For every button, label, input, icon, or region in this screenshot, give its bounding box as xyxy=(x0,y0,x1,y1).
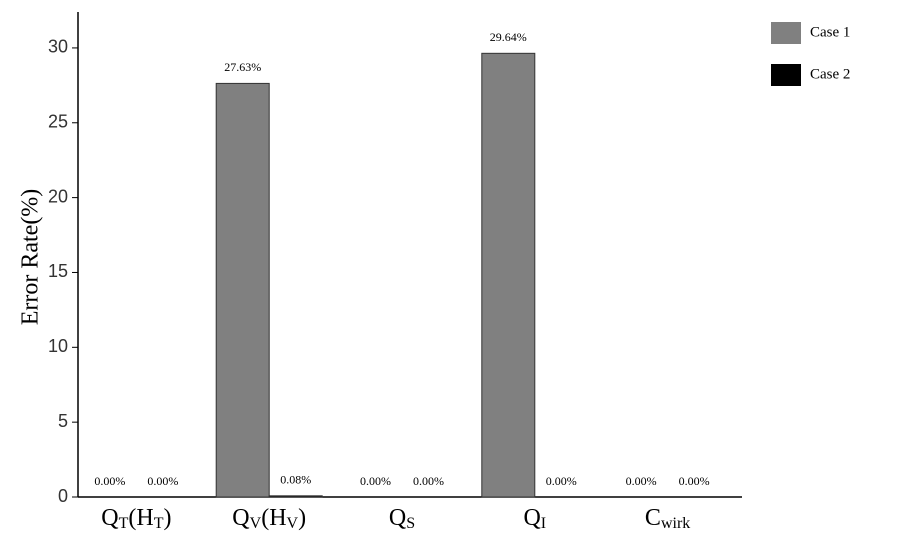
x-tick-label: QI xyxy=(523,505,546,532)
y-tick-label: 25 xyxy=(48,112,68,132)
x-tick-label-part: Q xyxy=(232,505,249,531)
bar xyxy=(481,52,536,498)
x-tick-label: QS xyxy=(389,505,415,532)
x-tick-label: QV(HV) xyxy=(232,505,306,532)
value-label: 0.00% xyxy=(626,474,657,488)
x-tick-label-part: (H xyxy=(128,505,153,531)
x-tick-label-subscript: S xyxy=(406,515,415,532)
bar xyxy=(268,495,323,498)
value-label: 0.00% xyxy=(94,474,125,488)
x-tick-label-part: Q xyxy=(389,505,406,531)
y-tick-label: 15 xyxy=(48,261,68,281)
legend-swatch xyxy=(771,22,801,44)
x-tick-label-subscript: T xyxy=(119,515,129,532)
x-tick-label-subscript: T xyxy=(154,515,164,532)
legend-label: Case 1 xyxy=(810,24,850,40)
x-tick-label: Cwirk xyxy=(645,505,690,532)
x-tick-label-subscript: I xyxy=(541,515,546,532)
value-label: 0.00% xyxy=(546,474,577,488)
legend-label: Case 2 xyxy=(810,66,850,82)
value-label: 0.00% xyxy=(147,474,178,488)
y-tick-label: 30 xyxy=(48,37,68,57)
x-tick-label-part: (H xyxy=(261,505,286,531)
x-tick-label-part: ) xyxy=(298,505,306,531)
x-tick-label: QT(HT) xyxy=(101,505,171,532)
value-label: 0.00% xyxy=(413,474,444,488)
y-tick-label: 10 xyxy=(48,336,68,356)
x-tick-label-part: Q xyxy=(523,505,540,531)
x-tick-label-subscript: V xyxy=(287,515,299,532)
x-tick-label-subscript: wirk xyxy=(661,515,690,532)
value-label: 29.64% xyxy=(490,30,527,44)
y-tick-label: 20 xyxy=(48,186,68,206)
value-label: 0.00% xyxy=(679,474,710,488)
value-label: 0.08% xyxy=(280,473,311,487)
y-tick-label: 5 xyxy=(58,411,68,431)
x-tick-label-part: Q xyxy=(101,505,118,531)
legend-swatch xyxy=(771,64,801,86)
y-tick-label: 0 xyxy=(58,486,68,506)
x-tick-label-subscript: V xyxy=(250,515,262,532)
value-label: 0.00% xyxy=(360,474,391,488)
y-axis-label: Error Rate(%) xyxy=(18,189,44,326)
x-tick-label-part: C xyxy=(645,505,661,531)
value-label: 27.63% xyxy=(224,60,261,74)
x-tick-label-part: ) xyxy=(164,505,172,531)
bar xyxy=(215,82,270,498)
